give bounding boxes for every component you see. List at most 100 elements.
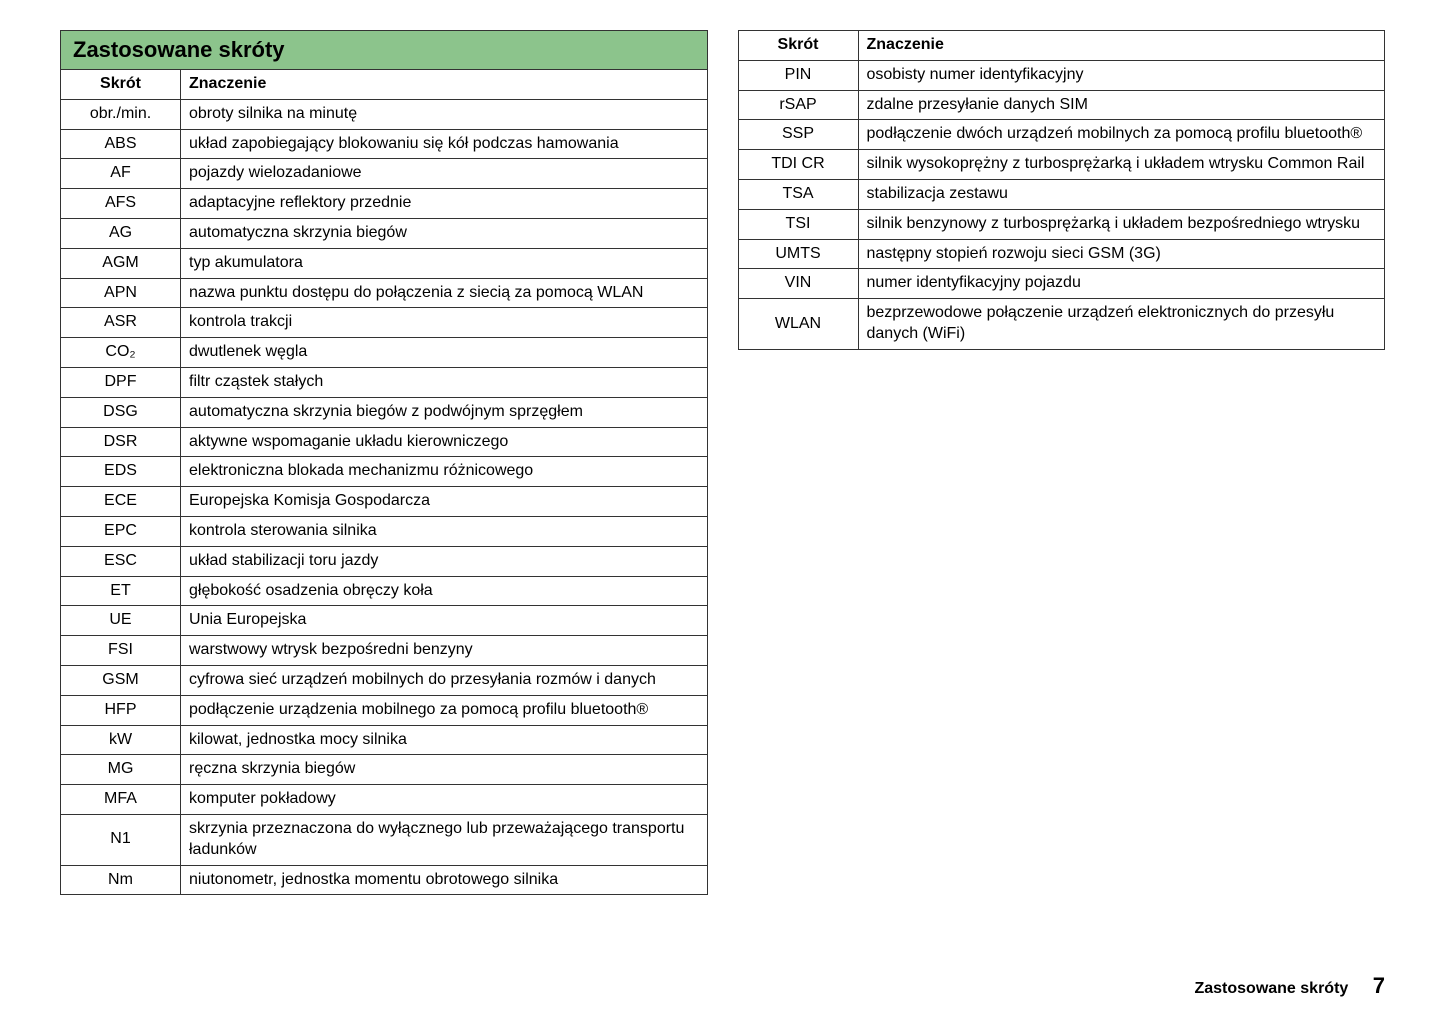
page-number: 7 <box>1373 973 1385 998</box>
table-row: ETgłębokość osadzenia obręczy koła <box>61 576 708 606</box>
meaning-cell: podłączenie dwóch urządzeń mobilnych za … <box>858 120 1385 150</box>
meaning-cell: stabilizacja zestawu <box>858 179 1385 209</box>
abbr-cell: PIN <box>738 60 858 90</box>
table-row: DSGautomatyczna skrzynia biegów z podwój… <box>61 397 708 427</box>
abbr-cell: ESC <box>61 546 181 576</box>
abbr-cell: ET <box>61 576 181 606</box>
abbr-cell: SSP <box>738 120 858 150</box>
abbr-cell: DSG <box>61 397 181 427</box>
abbr-cell: HFP <box>61 695 181 725</box>
abbr-cell: MG <box>61 755 181 785</box>
meaning-cell: ręczna skrzynia biegów <box>181 755 708 785</box>
table-row: MGręczna skrzynia biegów <box>61 755 708 785</box>
table-row: AGMtyp akumulatora <box>61 248 708 278</box>
abbr-cell: EDS <box>61 457 181 487</box>
abbr-cell: ASR <box>61 308 181 338</box>
abbr-cell: UE <box>61 606 181 636</box>
abbr-cell: AGM <box>61 248 181 278</box>
meaning-cell: aktywne wspomaganie układu kierowniczego <box>181 427 708 457</box>
abbr-cell: AFS <box>61 189 181 219</box>
table-row: N1skrzynia przeznaczona do wyłącznego lu… <box>61 814 708 865</box>
meaning-cell: Unia Europejska <box>181 606 708 636</box>
meaning-cell: bezprzewodowe połączenie urządzeń elektr… <box>858 299 1385 350</box>
meaning-cell: komputer pokładowy <box>181 785 708 815</box>
page-content: Zastosowane skróty Skrót Znaczenie obr./… <box>0 0 1445 895</box>
meaning-cell: warstwowy wtrysk bezpośredni benzyny <box>181 636 708 666</box>
table-row: AGautomatyczna skrzynia biegów <box>61 218 708 248</box>
abbr-cell: rSAP <box>738 90 858 120</box>
meaning-cell: głębokość osadzenia obręczy koła <box>181 576 708 606</box>
meaning-cell: pojazdy wielozadaniowe <box>181 159 708 189</box>
meaning-cell: automatyczna skrzynia biegów z podwójnym… <box>181 397 708 427</box>
meaning-cell: następny stopień rozwoju sieci GSM (3G) <box>858 239 1385 269</box>
table-row: PINosobisty numer identyfikacyjny <box>738 60 1385 90</box>
meaning-cell: kilowat, jednostka mocy silnika <box>181 725 708 755</box>
table-row: UEUnia Europejska <box>61 606 708 636</box>
table-row: GSMcyfrowa sieć urządzeń mobilnych do pr… <box>61 665 708 695</box>
abbr-cell: AG <box>61 218 181 248</box>
abbr-cell: N1 <box>61 814 181 865</box>
abbreviations-table-right: Skrót Znaczenie PINosobisty numer identy… <box>738 30 1386 350</box>
abbr-cell: FSI <box>61 636 181 666</box>
meaning-cell: obroty silnika na minutę <box>181 99 708 129</box>
abbr-cell: VIN <box>738 269 858 299</box>
table-row: DPFfiltr cząstek stałych <box>61 367 708 397</box>
table-row: EDSelektroniczna blokada mechanizmu różn… <box>61 457 708 487</box>
meaning-cell: cyfrowa sieć urządzeń mobilnych do przes… <box>181 665 708 695</box>
section-heading: Zastosowane skróty <box>60 30 708 69</box>
table-row: ESCukład stabilizacji toru jazdy <box>61 546 708 576</box>
abbr-cell: kW <box>61 725 181 755</box>
table-row: DSRaktywne wspomaganie układu kierownicz… <box>61 427 708 457</box>
table-row: UMTSnastępny stopień rozwoju sieci GSM (… <box>738 239 1385 269</box>
meaning-cell: zdalne przesyłanie danych SIM <box>858 90 1385 120</box>
table-row: CO₂dwutlenek węgla <box>61 338 708 368</box>
abbr-cell: CO₂ <box>61 338 181 368</box>
meaning-cell: układ zapobiegający blokowaniu się kół p… <box>181 129 708 159</box>
abbr-cell: AF <box>61 159 181 189</box>
table-row: WLANbezprzewodowe połączenie urządzeń el… <box>738 299 1385 350</box>
abbr-cell: APN <box>61 278 181 308</box>
table-row: TDI CRsilnik wysokoprężny z turbosprężar… <box>738 150 1385 180</box>
col-header-meaning: Znaczenie <box>181 70 708 100</box>
meaning-cell: kontrola trakcji <box>181 308 708 338</box>
table-row: AFSadaptacyjne reflektory przednie <box>61 189 708 219</box>
abbr-cell: MFA <box>61 785 181 815</box>
table-row: FSIwarstwowy wtrysk bezpośredni benzyny <box>61 636 708 666</box>
abbr-cell: ABS <box>61 129 181 159</box>
meaning-cell: podłączenie urządzenia mobilnego za pomo… <box>181 695 708 725</box>
page-footer: Zastosowane skróty 7 <box>1194 973 1385 999</box>
meaning-cell: osobisty numer identyfikacyjny <box>858 60 1385 90</box>
abbr-cell: GSM <box>61 665 181 695</box>
abbreviations-table-left: Skrót Znaczenie obr./min.obroty silnika … <box>60 69 708 895</box>
abbr-cell: TSI <box>738 209 858 239</box>
abbr-cell: WLAN <box>738 299 858 350</box>
table-row: SSPpodłączenie dwóch urządzeń mobilnych … <box>738 120 1385 150</box>
table-row: ASRkontrola trakcji <box>61 308 708 338</box>
meaning-cell: Europejska Komisja Gospodarcza <box>181 487 708 517</box>
col-header-abbr: Skrót <box>61 70 181 100</box>
abbr-cell: obr./min. <box>61 99 181 129</box>
abbr-cell: DPF <box>61 367 181 397</box>
meaning-cell: silnik benzynowy z turbosprężarką i ukła… <box>858 209 1385 239</box>
meaning-cell: dwutlenek węgla <box>181 338 708 368</box>
table-row: VINnumer identyfikacyjny pojazdu <box>738 269 1385 299</box>
table-row: ABSukład zapobiegający blokowaniu się kó… <box>61 129 708 159</box>
meaning-cell: nazwa punktu dostępu do połączenia z sie… <box>181 278 708 308</box>
table-row: HFPpodłączenie urządzenia mobilnego za p… <box>61 695 708 725</box>
abbr-cell: EPC <box>61 516 181 546</box>
col-header-abbr: Skrót <box>738 31 858 61</box>
meaning-cell: kontrola sterowania silnika <box>181 516 708 546</box>
col-header-meaning: Znaczenie <box>858 31 1385 61</box>
table-row: EPCkontrola sterowania silnika <box>61 516 708 546</box>
footer-label: Zastosowane skróty <box>1194 980 1348 997</box>
meaning-cell: skrzynia przeznaczona do wyłącznego lub … <box>181 814 708 865</box>
meaning-cell: silnik wysokoprężny z turbosprężarką i u… <box>858 150 1385 180</box>
table-row: AFpojazdy wielozadaniowe <box>61 159 708 189</box>
left-column: Zastosowane skróty Skrót Znaczenie obr./… <box>60 30 708 895</box>
table-row: TSIsilnik benzynowy z turbosprężarką i u… <box>738 209 1385 239</box>
abbr-cell: DSR <box>61 427 181 457</box>
meaning-cell: filtr cząstek stałych <box>181 367 708 397</box>
meaning-cell: układ stabilizacji toru jazdy <box>181 546 708 576</box>
table-row: APNnazwa punktu dostępu do połączenia z … <box>61 278 708 308</box>
right-column: Skrót Znaczenie PINosobisty numer identy… <box>738 30 1386 895</box>
